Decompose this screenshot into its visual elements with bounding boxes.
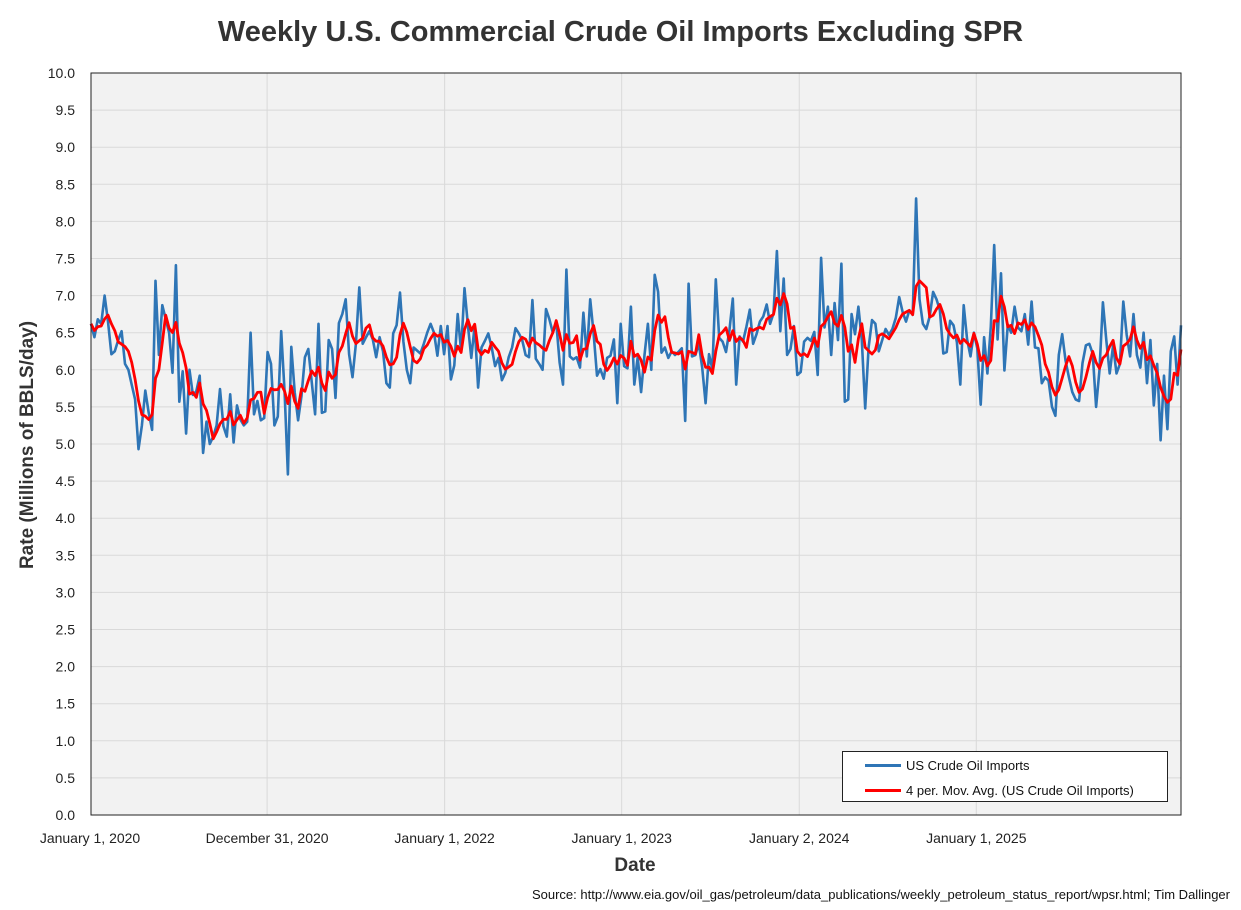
y-tick-label: 4.0 [56, 510, 76, 526]
y-tick-label: 2.0 [56, 659, 76, 675]
y-tick-labels: 0.0 0.5 1.0 1.5 2.0 2.5 3.0 3.5 4.0 4.5 5.0 5.5 6.0 6… [48, 65, 75, 823]
x-tick-label: January 1, 2025 [926, 830, 1027, 846]
legend-label-imports: US Crude Oil Imports [906, 757, 1030, 773]
legend-swatch-imports [865, 763, 901, 767]
y-tick-label: 8.5 [56, 176, 76, 192]
x-tick-label: December 31, 2020 [206, 830, 329, 846]
x-axis-label: Date [614, 855, 656, 876]
x-tick-labels: January 1, 2020 December 31, 2020 January … [40, 830, 1027, 846]
y-tick-label: 6.5 [56, 325, 76, 341]
legend-label-moving-avg: 4 per. Mov. Avg. (US Crude Oil Imports) [906, 782, 1134, 798]
x-tick-label: January 2, 2024 [749, 830, 850, 846]
chart-title: Weekly U.S. Commercial Crude Oil Imports… [217, 16, 1024, 48]
y-tick-label: 10.0 [48, 65, 75, 81]
y-tick-label: 3.0 [56, 584, 76, 600]
y-tick-label: 8.0 [56, 213, 76, 229]
y-axis-label: Rate (Millions of BBLS/day) [17, 320, 38, 570]
legend-item-imports: US Crude Oil Imports [843, 755, 1030, 775]
x-tick-label: January 1, 2022 [394, 830, 495, 846]
y-tick-label: 4.5 [56, 473, 76, 489]
y-tick-label: 3.5 [56, 547, 76, 563]
gridlines [91, 72, 1181, 816]
y-tick-label: 7.5 [56, 251, 76, 267]
y-tick-label: 7.0 [56, 288, 76, 304]
y-tick-label: 0.0 [56, 807, 76, 823]
y-tick-label: 1.5 [56, 696, 76, 712]
y-tick-label: 6.0 [56, 362, 76, 378]
source-note: Source: http://www.eia.gov/oil_gas/petro… [531, 887, 1230, 902]
y-tick-label: 2.5 [56, 622, 76, 638]
x-tick-label: January 1, 2020 [40, 830, 141, 846]
y-tick-label: 5.0 [56, 436, 76, 452]
legend-item-moving-avg: 4 per. Mov. Avg. (US Crude Oil Imports) [843, 780, 1134, 800]
y-tick-label: 9.0 [56, 139, 76, 155]
y-tick-label: 1.0 [56, 733, 76, 749]
x-tick-label: January 1, 2023 [571, 830, 672, 846]
y-tick-label: 5.5 [56, 399, 76, 415]
legend: US Crude Oil Imports 4 per. Mov. Avg. (U… [842, 751, 1168, 802]
y-tick-label: 9.5 [56, 102, 76, 118]
series-line-moving-avg [89, 279, 1183, 441]
series-lines [89, 197, 1183, 476]
plot-border [90, 72, 1182, 816]
legend-swatch-moving-avg [865, 788, 901, 792]
y-tick-label: 0.5 [56, 770, 76, 786]
